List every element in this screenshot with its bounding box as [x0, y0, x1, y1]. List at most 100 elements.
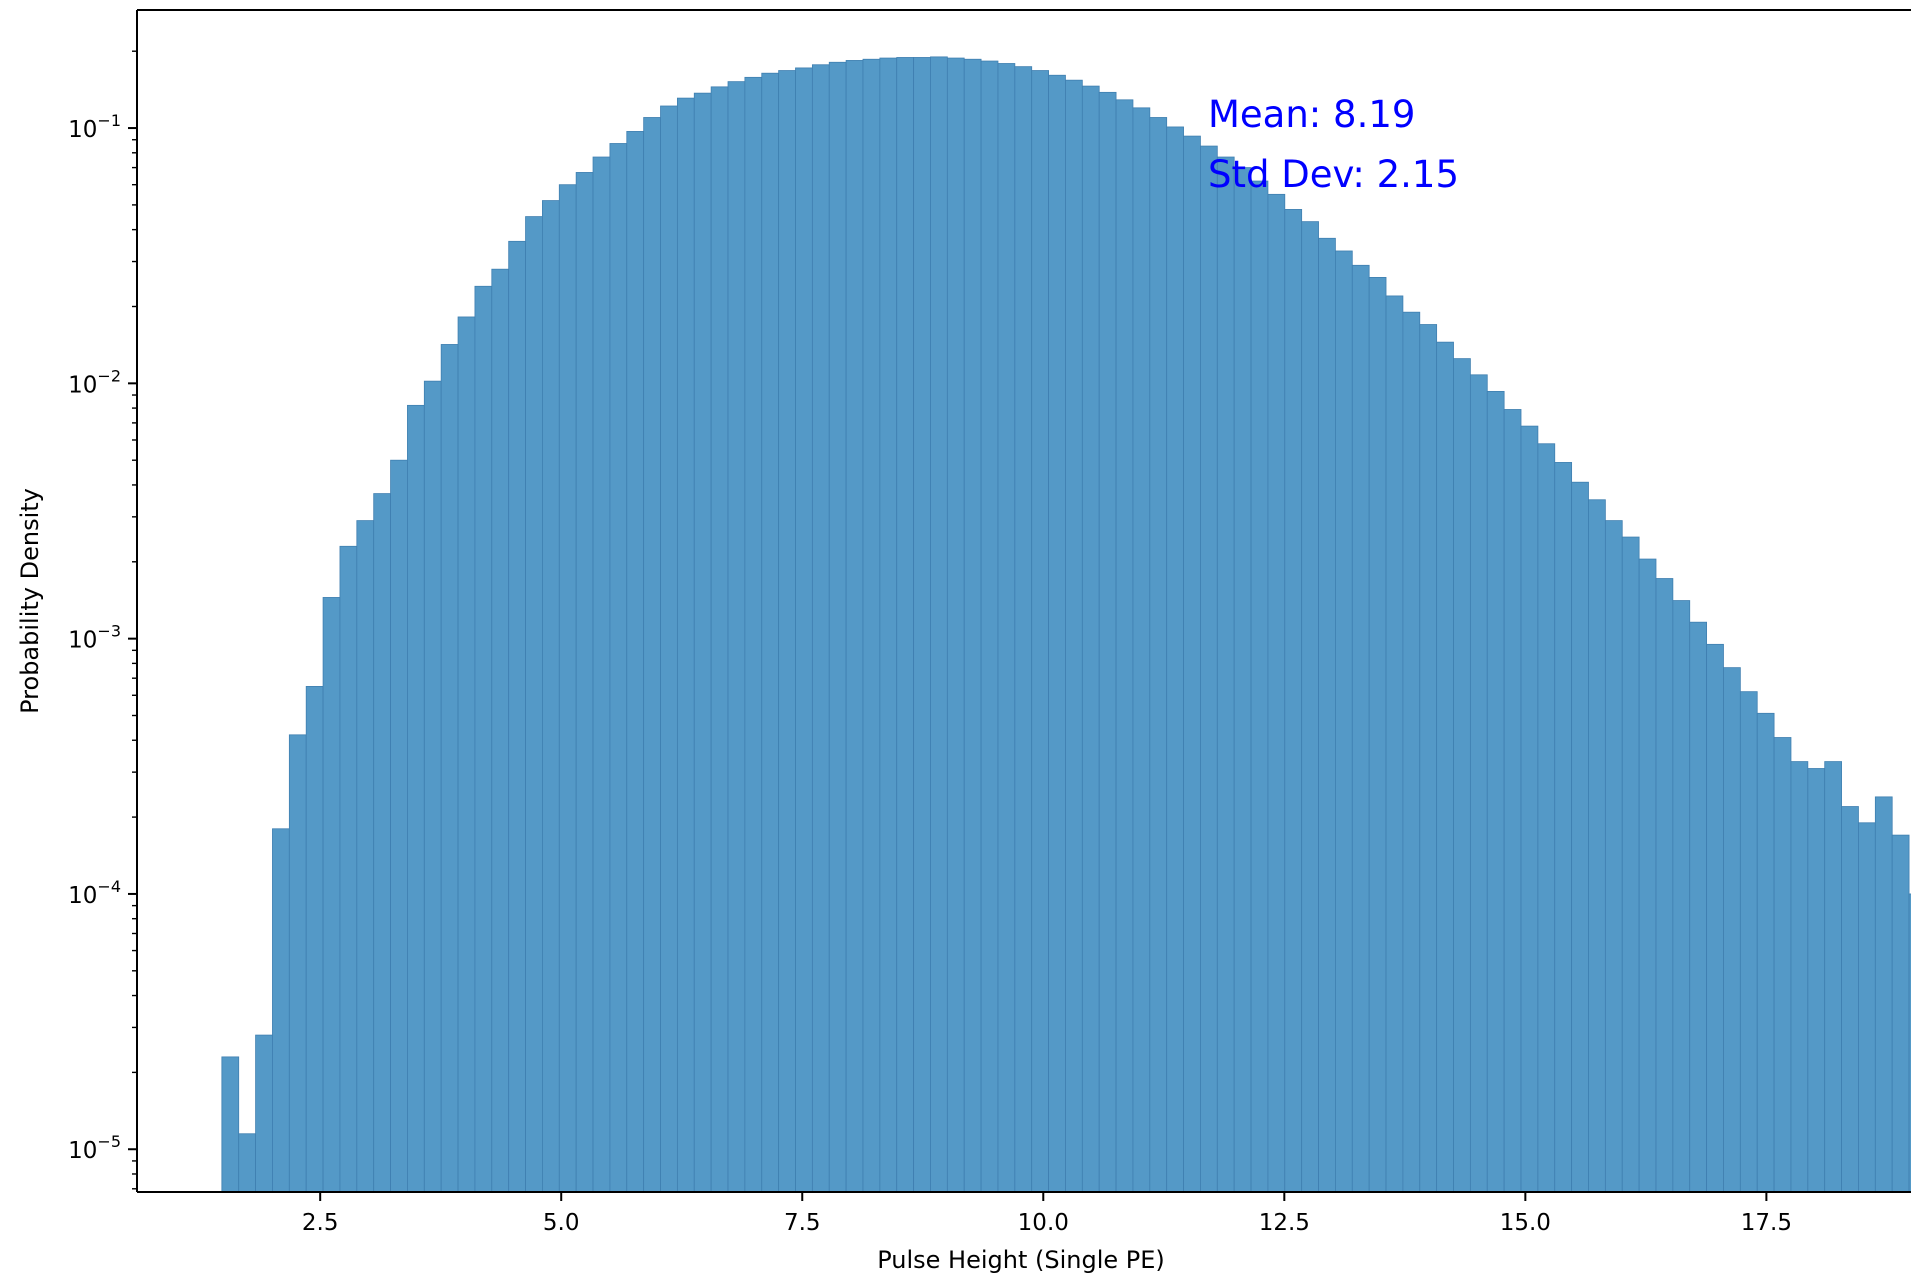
histogram-bar: [778, 70, 796, 1193]
histogram-bar: [896, 57, 915, 1193]
histogram-bar: [1166, 126, 1184, 1193]
x-axis-label: Pulse Height (Single PE): [877, 1246, 1165, 1274]
x-tick-label: 10.0: [1018, 1210, 1069, 1236]
histogram-bar: [1453, 358, 1471, 1193]
histogram-bar: [542, 200, 560, 1193]
histogram-bar: [997, 63, 1016, 1193]
histogram-bar: [1790, 761, 1809, 1193]
histogram-bar: [1031, 70, 1049, 1193]
histogram-bar: [1858, 822, 1876, 1193]
x-tick-label: 12.5: [1259, 1210, 1310, 1236]
histogram-bar: [913, 57, 931, 1193]
histogram-bar: [1756, 712, 1775, 1193]
histogram-bar: [1773, 737, 1792, 1193]
histogram-bar: [1723, 667, 1741, 1193]
histogram-bar: [963, 58, 982, 1193]
histogram-bar: [1739, 691, 1758, 1193]
histogram-bar: [1891, 834, 1910, 1193]
histogram-bar: [845, 60, 864, 1193]
histogram-bar: [339, 545, 358, 1193]
y-tick-label: 10−1: [68, 111, 121, 143]
y-axis-label: Probability Density: [16, 488, 44, 714]
mean-annotation: Mean: 8.19: [1208, 93, 1415, 136]
histogram-bar: [1908, 893, 1911, 1193]
histogram-bar: [423, 380, 442, 1193]
histogram-bar: [1149, 117, 1168, 1193]
histogram-bar: [643, 117, 661, 1193]
histogram-bar: [1132, 107, 1151, 1193]
histogram-bar: [828, 61, 847, 1193]
histogram-bar: [1689, 621, 1708, 1193]
histogram-bars: [221, 56, 1911, 1193]
histogram-bar: [761, 72, 780, 1193]
histogram-bar: [980, 60, 999, 1193]
histogram-bar: [1588, 499, 1606, 1193]
histogram-bar: [1250, 180, 1269, 1193]
histogram-bar: [390, 459, 408, 1193]
histogram-bar: [1385, 295, 1404, 1193]
histogram-bar: [1014, 66, 1033, 1193]
histogram-bar: [1048, 74, 1066, 1193]
histogram-bar: [1351, 264, 1370, 1193]
histogram-bar: [862, 58, 881, 1193]
histogram-bar: [795, 67, 813, 1193]
histogram-bar: [1065, 79, 1083, 1193]
histogram-bar: [238, 1133, 256, 1193]
x-tick-label: 15.0: [1500, 1210, 1551, 1236]
histogram-bar: [288, 734, 307, 1193]
x-ticks: 2.5 5.0 7.5 10.0 12.5 15.0 17.5: [302, 1192, 1792, 1236]
histogram-bar: [1537, 443, 1556, 1193]
histogram-bar: [1672, 600, 1691, 1193]
histogram-bar: [1284, 209, 1303, 1193]
histogram-bar: [457, 316, 476, 1193]
histogram-bar: [575, 172, 594, 1193]
histogram-bar: [1604, 520, 1623, 1193]
histogram-bar: [1621, 536, 1640, 1193]
histogram-bar: [407, 404, 425, 1193]
histogram-bar: [1571, 481, 1589, 1193]
histogram-bar: [1486, 390, 1505, 1193]
histogram-bar: [1520, 425, 1539, 1193]
histogram-bar: [1419, 324, 1438, 1193]
y-tick-label: 10−4: [68, 877, 121, 909]
histogram-bar: [727, 81, 746, 1193]
histogram-bar: [946, 57, 965, 1193]
histogram-bar: [930, 56, 948, 1193]
histogram-bar: [221, 1056, 240, 1193]
histogram-bar: [272, 828, 290, 1193]
histogram-bar: [255, 1034, 273, 1193]
histogram-bar: [491, 268, 510, 1193]
histogram-bar: [474, 285, 493, 1193]
histogram-bar: [1318, 237, 1336, 1193]
histogram-bar: [1655, 578, 1674, 1193]
y-tick-label: 10−5: [68, 1132, 121, 1164]
histogram-bar: [1098, 91, 1117, 1193]
histogram-bar: [440, 344, 459, 1193]
histogram-bar: [1335, 250, 1353, 1193]
histogram-bar: [1841, 806, 1859, 1193]
histogram-bar: [1874, 796, 1893, 1193]
x-tick-label: 5.0: [543, 1210, 580, 1236]
y-tick-label: 10−3: [68, 622, 121, 654]
histogram-bar: [1554, 462, 1573, 1193]
histogram-bar: [1368, 277, 1387, 1193]
histogram-bar: [1200, 145, 1218, 1193]
x-tick-label: 17.5: [1741, 1210, 1792, 1236]
histogram-bar: [322, 597, 341, 1193]
histogram-bar: [1216, 156, 1235, 1193]
x-tick-label: 2.5: [302, 1210, 339, 1236]
histogram-bar: [1081, 85, 1100, 1193]
y-ticks: 10−5 10−4 10−3 10−2 10−1: [68, 50, 137, 1190]
histogram-bar: [710, 86, 729, 1193]
histogram-bar: [592, 156, 611, 1193]
histogram-bar: [1807, 768, 1826, 1193]
histogram-bar: [525, 216, 543, 1193]
histogram-bar: [626, 131, 645, 1193]
histogram-bar: [1469, 374, 1488, 1193]
histogram-bar: [660, 105, 678, 1193]
histogram-bar: [1183, 135, 1201, 1193]
histogram-bar: [1503, 409, 1522, 1193]
histogram-bar: [744, 76, 763, 1193]
histogram-bar: [1402, 311, 1421, 1193]
